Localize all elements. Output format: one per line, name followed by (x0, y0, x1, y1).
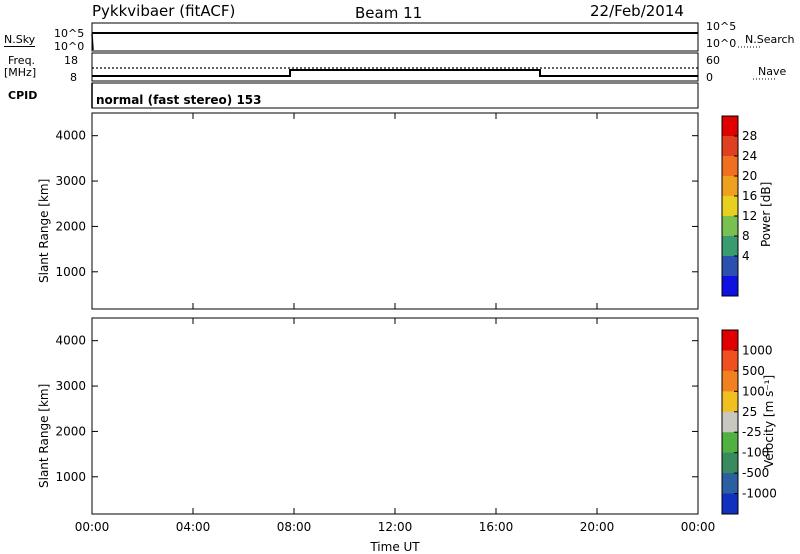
colorbar-segment (722, 116, 738, 137)
colorbar-tick-label: 4 (742, 249, 750, 263)
nave-tick-top: 60 (706, 54, 720, 67)
nsearch-tick-bottom: 10^0 (706, 37, 737, 50)
xtick-label: 04:00 (176, 520, 211, 534)
station-title: Pykkvibaer (fitACF) (92, 2, 236, 20)
colorbar-segment (722, 256, 738, 277)
ytick-label: 4000 (55, 334, 86, 348)
ytick-label: 2000 (55, 219, 86, 233)
power-ylabel: Slant Range [km] (37, 179, 51, 283)
colorbar-segment (722, 432, 738, 454)
colorbar-tick-label: 24 (742, 149, 757, 163)
colorbar-frame (721, 329, 739, 515)
cpid-value: normal (fast stereo) 153 (96, 93, 262, 107)
cpid-panel: normal (fast stereo) 153 (91, 82, 699, 109)
cpid-label: CPID (8, 89, 38, 102)
colorbar-segment (722, 276, 738, 297)
velocity-ylabel: Slant Range [km] (37, 384, 51, 488)
ytick-label: 2000 (55, 424, 86, 438)
nsky-tick-top: 10^5 (54, 27, 85, 40)
colorbar-tick-label: 16 (742, 189, 757, 203)
xtick-label: 00:00 (681, 520, 716, 534)
colorbar-tick-label: 12 (742, 209, 757, 223)
colorbar-tick-label: 25 (742, 405, 757, 419)
velocity-colorbar: 1000 500 100 25 -25 -100 -500 -1000 (721, 329, 777, 515)
colorbar-tick-label: 500 (742, 364, 765, 378)
xtick-label: 08:00 (277, 520, 312, 534)
xtick-label: 16:00 (479, 520, 514, 534)
nsearch-label: N.Search (745, 33, 795, 46)
colorbar-tick-label: -100 (742, 446, 769, 460)
colorbar-segment (722, 216, 738, 237)
colorbar-tick-label: 20 (742, 169, 757, 183)
colorbar-segment (722, 411, 738, 433)
nsky-label: N.Sky (4, 33, 36, 47)
freq-line (92, 69, 698, 77)
freq-tick-bottom: 8 (70, 71, 77, 84)
xtick-label: 20:00 (580, 520, 615, 534)
colorbar-segment (722, 136, 738, 157)
colorbar-segment (722, 370, 738, 392)
colorbar-tick-label: -25 (742, 425, 762, 439)
time-xlabel: Time UT (369, 540, 420, 554)
colorbar-tick-label: -1000 (742, 487, 777, 501)
power-colorbar-label: Power [dB] (759, 182, 773, 247)
ytick-label: 3000 (55, 174, 86, 188)
ytick-label: 1000 (55, 265, 86, 279)
ytick-label: 1000 (55, 470, 86, 484)
colorbar-tick-label: 8 (742, 229, 750, 243)
xtick-label: 00:00 (75, 520, 110, 534)
nave-tick-bottom: 0 (706, 71, 713, 84)
colorbar-frame (721, 115, 739, 297)
colorbar-segment (722, 196, 738, 217)
freq-label-line2: [MHz] (4, 66, 37, 79)
colorbar-segment (722, 176, 738, 197)
colorbar-segment (722, 452, 738, 474)
colorbar-segment (722, 493, 738, 515)
freq-label-line1: Freq. (8, 54, 36, 67)
date-title: 22/Feb/2014 (590, 2, 684, 20)
freq-tick-top: 18 (64, 54, 78, 67)
nsky-panel (91, 22, 760, 52)
colorbar-tick-label: 100 (742, 384, 765, 398)
nsky-tick-bottom: 10^0 (54, 40, 85, 53)
nave-label: Nave (758, 65, 787, 78)
colorbar-tick-label: 1000 (742, 343, 773, 357)
colorbar-segment (722, 391, 738, 413)
colorbar-segment (722, 236, 738, 257)
freq-panel (91, 52, 775, 82)
power-panel: 1000 2000 3000 4000 (55, 112, 699, 310)
xtick-label: 12:00 (378, 520, 413, 534)
colorbar-segment (722, 156, 738, 177)
colorbar-tick-label: 28 (742, 129, 757, 143)
colorbar-segment (722, 350, 738, 372)
velocity-panel: 1000 2000 3000 4000 00:00 04:00 08:00 12:00 16:0… (55, 317, 716, 534)
ytick-label: 4000 (55, 129, 86, 143)
ytick-label: 3000 (55, 379, 86, 393)
colorbar-segment (722, 330, 738, 351)
velocity-colorbar-label: Velocity [m s⁻¹] (762, 375, 776, 468)
beam-title: Beam 11 (355, 4, 423, 22)
colorbar-tick-label: -500 (742, 466, 769, 480)
colorbar-segment (722, 473, 738, 495)
nsearch-tick-top: 10^5 (706, 20, 737, 33)
power-colorbar: 28 24 20 16 12 8 4 (721, 115, 757, 297)
